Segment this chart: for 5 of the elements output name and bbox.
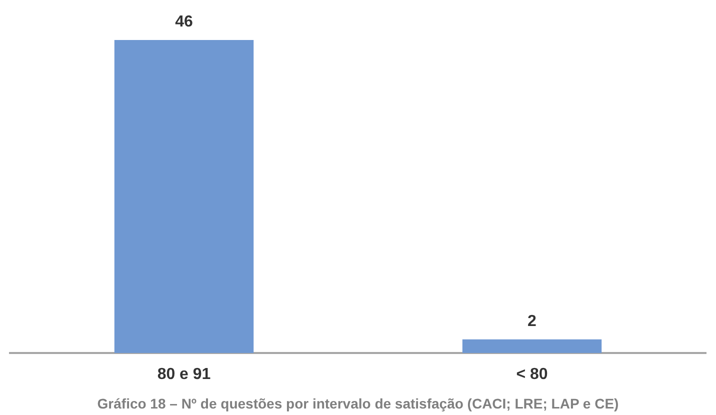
data-label: 2 <box>528 312 537 330</box>
text: Gráfico 18 – Nº de questões por intervalo de satisfação (CACI; LRE; LAP e CE) <box>97 395 619 412</box>
x-tick-label: < 80 <box>516 366 548 384</box>
data-label: 46 <box>175 13 193 30</box>
x-tick-label: 80 e 91 <box>157 366 211 384</box>
